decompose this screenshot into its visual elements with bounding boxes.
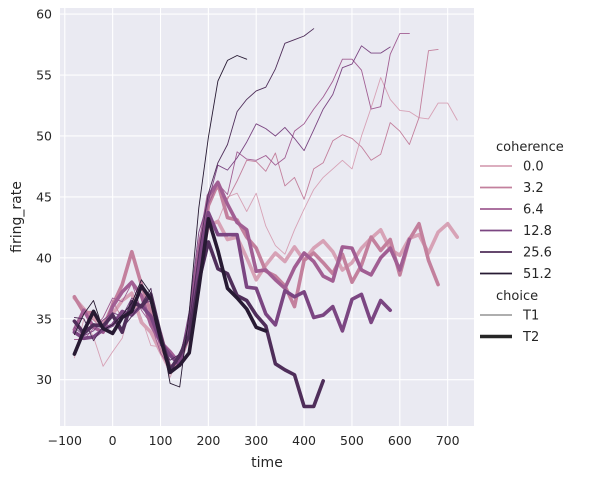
legend-label: 6.4	[523, 203, 544, 218]
x-axis-label: time	[251, 455, 283, 471]
x-tick-label: 200	[196, 433, 220, 448]
x-tick-labels: −100 0 100 200 300 400 500 600 700	[48, 433, 460, 448]
series-line-coherence-51.2-T2	[72, 217, 268, 375]
x-tick-label: −100	[48, 433, 82, 448]
x-tick-label: 500	[340, 433, 364, 448]
legend-label: T1	[522, 309, 539, 324]
legend-label: T2	[522, 330, 539, 345]
series-line-coherence-6.4-T2	[72, 180, 412, 366]
y-tick-label: 60	[36, 7, 52, 22]
y-axis-label: firing_rate	[9, 181, 25, 253]
legend-label: 3.2	[523, 181, 544, 196]
legend-title-choice: choice	[496, 289, 538, 304]
legend-label: 0.0	[523, 160, 544, 175]
y-tick-label: 50	[36, 128, 52, 143]
y-tick-label: 35	[36, 311, 52, 326]
series-line-coherence-3.2-T2	[72, 181, 440, 371]
legend-label: 25.6	[523, 246, 552, 261]
plot-area	[60, 8, 474, 426]
y-tick-label: 45	[36, 189, 52, 204]
series-lines	[72, 28, 460, 409]
series-line-coherence-12.8-T1	[73, 45, 391, 361]
x-tick-label: 700	[436, 433, 460, 448]
y-tick-label: 30	[36, 372, 52, 387]
legend-title-coherence: coherence	[496, 140, 564, 155]
x-tick-label: 600	[388, 433, 412, 448]
x-tick-label: 0	[109, 433, 117, 448]
legend-label: 51.2	[523, 267, 552, 282]
x-tick-label: 300	[244, 433, 268, 448]
y-tick-labels: 30 35 40 45 50 55 60	[36, 7, 52, 388]
y-tick-label: 55	[36, 68, 52, 83]
legend: coherence choice 0.0 3.2 6.4 12.8 25.6 51.2 T1…	[480, 140, 564, 345]
legend-label: 12.8	[523, 224, 552, 239]
x-tick-label: 100	[149, 433, 173, 448]
x-tick-label: 400	[292, 433, 316, 448]
y-tick-label: 40	[36, 250, 52, 265]
